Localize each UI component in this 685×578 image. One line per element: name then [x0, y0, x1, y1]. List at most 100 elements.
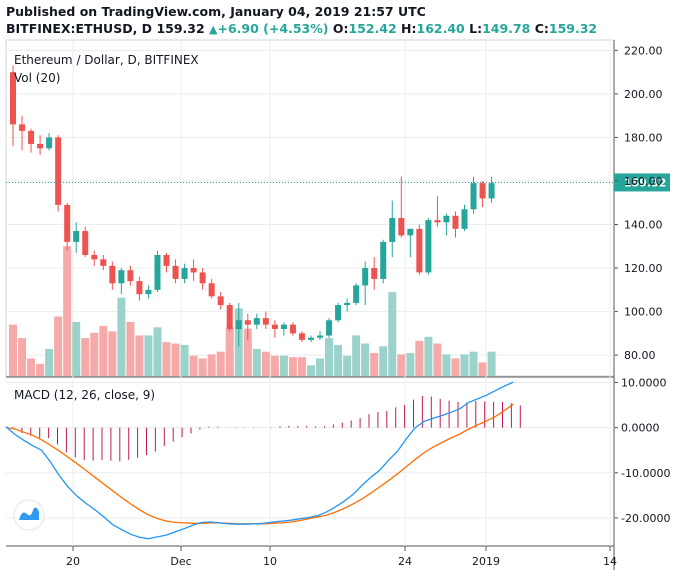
candle-body — [118, 270, 125, 284]
price-tick-label: 160.00 — [624, 175, 663, 188]
candle-body — [335, 305, 342, 321]
candle-body — [64, 204, 71, 242]
volume-bar — [63, 246, 72, 376]
volume-bar — [90, 332, 99, 376]
symbol-ohlc-bar: BITFINEX:ETHUSD, D 159.32 ▲+6.90 (+4.53%… — [6, 21, 597, 36]
volume-bar — [99, 325, 108, 376]
candle-body — [163, 254, 170, 266]
candle-body — [461, 209, 468, 229]
high-value: 162.40 — [416, 21, 465, 36]
candle-body — [362, 268, 369, 286]
symbol-label: BITFINEX:ETHUSD, D — [6, 21, 153, 36]
volume-bar — [361, 343, 370, 376]
last-price-line: 159.32 — [6, 173, 670, 192]
vertical-grid — [72, 40, 611, 546]
volume-bar — [81, 338, 90, 376]
volume-bar — [469, 351, 478, 376]
volume-bar — [424, 336, 433, 376]
candlesticks[interactable] — [10, 65, 495, 347]
up-triangle-icon: ▲ — [209, 23, 218, 36]
macd-legend: MACD (12, 26, close, 9) — [14, 388, 155, 402]
candle-body — [380, 241, 387, 279]
candle-body — [172, 265, 179, 279]
price-tick-label: 100.00 — [624, 306, 663, 319]
candle-body — [28, 130, 35, 144]
volume-bar — [370, 353, 379, 376]
volume-bar — [379, 346, 388, 376]
volume-bar — [270, 355, 279, 376]
candle-body — [82, 231, 89, 255]
macd-histogram — [12, 396, 521, 462]
candle-body — [470, 183, 477, 210]
volume-bar — [9, 324, 17, 376]
price-tick-label: 120.00 — [624, 262, 663, 275]
volume-bar — [45, 348, 54, 376]
open-value: 152.42 — [348, 21, 397, 36]
price-axis-labels: 80.00 100.00 120.00 140.00 160.00 180.00 200.0… — [614, 44, 663, 362]
price-tick-label: 180.00 — [624, 131, 663, 144]
last-price: 159.32 — [156, 21, 205, 36]
volume-bar — [433, 343, 442, 376]
candle-body — [280, 324, 287, 329]
candle-body — [208, 283, 215, 297]
candle-body — [443, 215, 450, 223]
close-value: 159.32 — [548, 21, 598, 36]
volume-bar — [207, 354, 216, 376]
volume-bar — [316, 358, 325, 376]
volume-bar — [108, 331, 117, 376]
low-value: 149.78 — [482, 21, 531, 36]
candle-body — [416, 228, 423, 273]
candle-body — [407, 228, 414, 236]
volume-bar — [487, 351, 496, 376]
macd-tick-label: -20.0000 — [621, 512, 670, 525]
volume-bar — [460, 354, 469, 376]
candle-body — [55, 137, 62, 205]
volume-bar — [243, 328, 252, 376]
logo-icon — [19, 507, 39, 520]
time-tick-label: 10 — [263, 555, 277, 568]
candle-body — [37, 143, 44, 149]
candle-body — [452, 215, 459, 229]
candle-body — [217, 296, 224, 306]
last-price-badge — [614, 173, 670, 192]
volume-bar — [288, 357, 297, 376]
volume-bar — [189, 355, 198, 376]
time-tick-label: 2019 — [472, 555, 500, 568]
candle-body — [479, 183, 486, 199]
volume-bar — [261, 351, 270, 376]
time-tick-label: 20 — [66, 555, 80, 568]
volume-bar — [388, 292, 397, 376]
logo-circle — [13, 499, 45, 531]
macd-line — [5, 381, 514, 540]
candle-body — [244, 320, 251, 325]
macd-axis-labels: -20.0000 -10.0000 0.0000 10.0000 — [614, 377, 670, 525]
candle-body — [371, 268, 378, 279]
candle-body — [46, 137, 53, 149]
candle-body — [109, 265, 116, 284]
volume-bar — [252, 348, 261, 376]
volume-bar — [198, 358, 207, 376]
volume-bar — [225, 327, 234, 376]
volume-bar — [325, 338, 334, 376]
volume-bar — [306, 365, 315, 376]
candle-body — [235, 320, 242, 329]
candle-body — [425, 220, 432, 273]
tradingview-logo[interactable] — [13, 499, 45, 531]
macd-grid — [6, 382, 614, 519]
candle-body — [298, 333, 305, 340]
candle-body — [73, 231, 80, 242]
candle-body — [154, 254, 161, 290]
price-tick-label: 220.00 — [624, 44, 663, 57]
volume-bar — [54, 316, 63, 376]
volume-bar — [216, 351, 225, 376]
candle-body — [226, 305, 233, 329]
high-label: H: — [401, 21, 417, 36]
price-tick-label: 80.00 — [624, 349, 656, 362]
volume-bar — [36, 363, 45, 376]
candle-body — [262, 318, 269, 325]
volume-legend: Vol (20) — [14, 71, 60, 85]
open-label: O: — [332, 21, 349, 36]
volume-bar — [442, 354, 451, 376]
